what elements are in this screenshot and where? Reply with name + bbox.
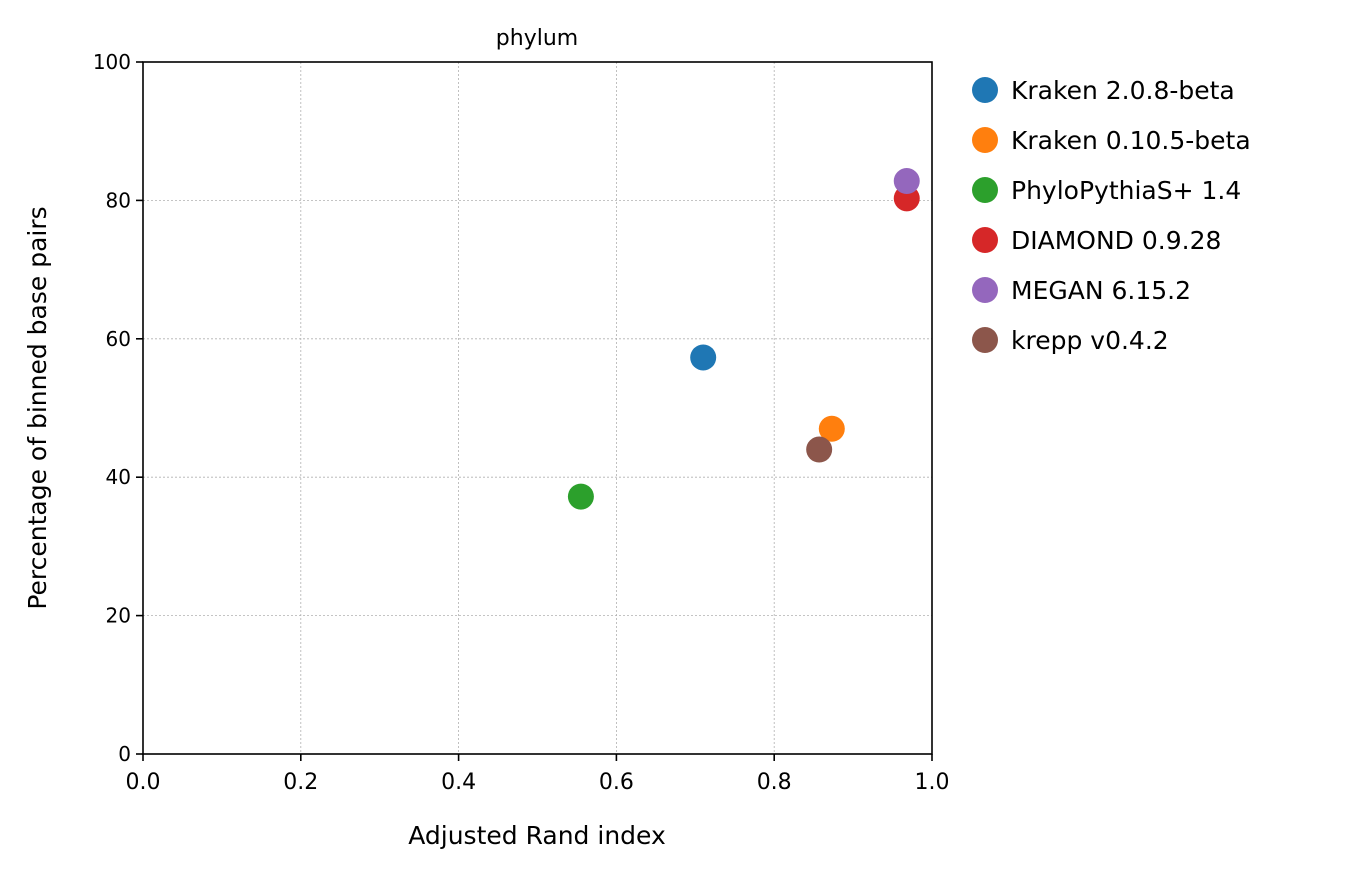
grid: [143, 62, 932, 754]
x-tick-label: 0.2: [283, 770, 318, 795]
legend-label: Kraken 2.0.8-beta: [1011, 76, 1235, 105]
legend-label: krepp v0.4.2: [1011, 326, 1169, 355]
legend-label: Kraken 0.10.5-beta: [1011, 126, 1251, 155]
data-point: [567, 483, 594, 510]
plot-area-frame: [142, 61, 933, 755]
x-tick-label: 1.0: [915, 770, 950, 795]
y-axis-label: Percentage of binned base pairs: [23, 206, 52, 609]
legend-label: PhyloPythiaS+ 1.4: [1011, 176, 1241, 205]
x-tick-label: 0.6: [599, 770, 634, 795]
legend: Kraken 2.0.8-beta Kraken 0.10.5-beta Phylo…: [972, 76, 1251, 355]
data-points: [567, 168, 920, 510]
legend-label: DIAMOND 0.9.28: [1011, 226, 1221, 255]
axis-ticks: 0.0 0.2 0.4 0.6 0.8 1.0 0 20 40 60 80 100: [93, 50, 950, 795]
x-tick-label: 0.4: [441, 770, 476, 795]
y-tick-label: 80: [106, 188, 131, 212]
legend-marker: [972, 277, 998, 303]
legend-marker: [972, 327, 998, 353]
legend-marker: [972, 227, 998, 253]
data-point: [806, 436, 833, 463]
x-axis-label: Adjusted Rand index: [408, 821, 666, 850]
legend-label: MEGAN 6.15.2: [1011, 276, 1191, 305]
data-point: [818, 415, 845, 442]
data-point: [893, 168, 920, 195]
y-tick-label: 0: [118, 742, 131, 766]
chart-title: phylum: [496, 26, 578, 51]
x-tick-label: 0.0: [126, 770, 161, 795]
x-tick-label: 0.8: [757, 770, 792, 795]
legend-marker: [972, 177, 998, 203]
legend-marker: [972, 77, 998, 103]
y-tick-label: 60: [106, 327, 131, 351]
y-tick-label: 40: [106, 465, 131, 489]
legend-marker: [972, 127, 998, 153]
y-tick-label: 20: [106, 604, 131, 628]
data-point: [690, 344, 717, 371]
y-tick-label: 100: [93, 50, 131, 74]
